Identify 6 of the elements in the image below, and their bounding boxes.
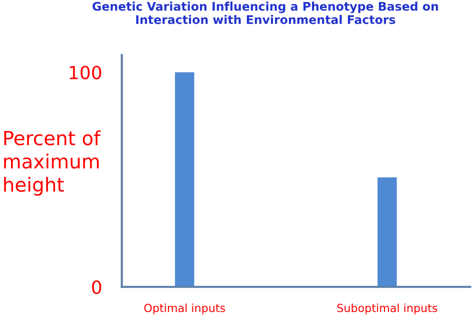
y-tick-label: 100 bbox=[70, 66, 102, 80]
x-tick-label: Optimal inputs bbox=[144, 304, 225, 314]
y-axis-title: Percent of maximum height bbox=[4, 130, 101, 196]
y-tick-label: 0 bbox=[92, 280, 102, 294]
x-tick-label: Suboptimal inputs bbox=[337, 304, 438, 314]
chart-title: Genetic Variation Influencing a Phenotype Based on Interaction with Environmental Factors bbox=[92, 2, 438, 24]
